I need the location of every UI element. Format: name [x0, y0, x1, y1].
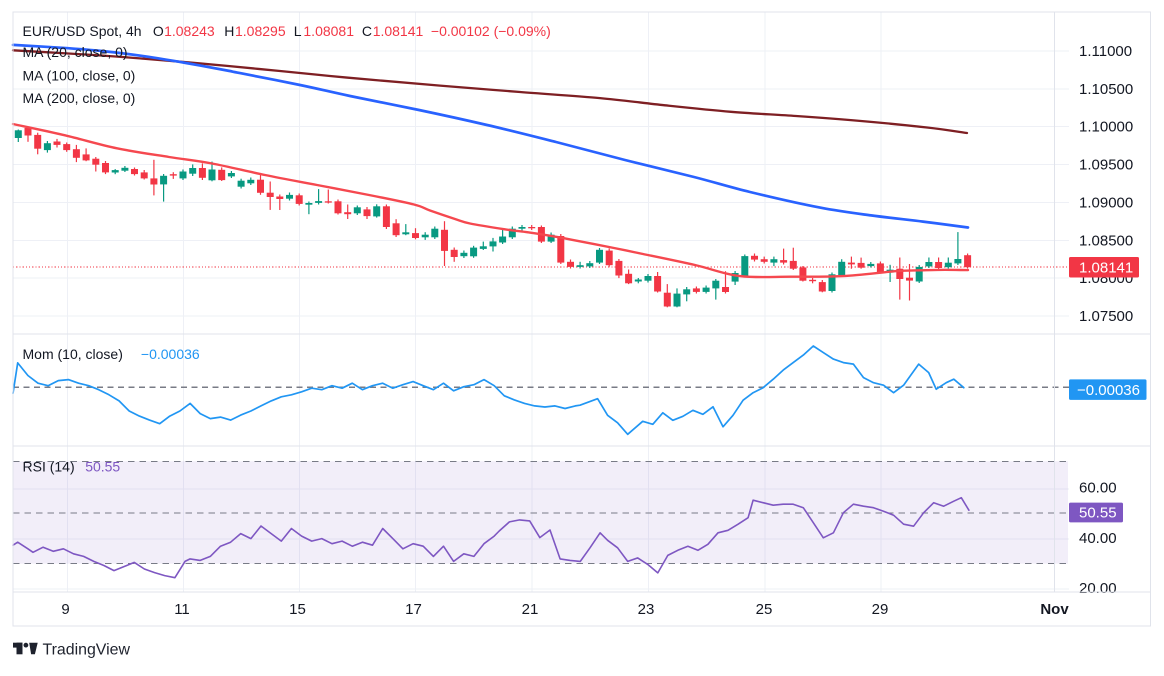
svg-text:1.09500: 1.09500 — [1079, 157, 1133, 174]
svg-text:20.00: 20.00 — [1079, 580, 1117, 597]
svg-text:50.55: 50.55 — [85, 459, 120, 475]
svg-text:O: O — [153, 23, 164, 39]
svg-text:23: 23 — [638, 601, 655, 618]
svg-text:1.08295: 1.08295 — [235, 23, 286, 39]
svg-text:60.00: 60.00 — [1079, 480, 1117, 497]
svg-text:21: 21 — [522, 601, 539, 618]
svg-text:9: 9 — [61, 601, 69, 618]
svg-text:40.00: 40.00 — [1079, 530, 1117, 547]
svg-text:−0.00102 (−0.09%): −0.00102 (−0.09%) — [431, 23, 551, 39]
svg-text:TradingView: TradingView — [43, 642, 131, 659]
svg-text:1.07500: 1.07500 — [1079, 308, 1133, 325]
svg-text:−0.00036: −0.00036 — [141, 346, 200, 362]
svg-text:25: 25 — [756, 601, 773, 618]
svg-text:1.08243: 1.08243 — [164, 23, 215, 39]
svg-text:1.10000: 1.10000 — [1079, 119, 1133, 136]
svg-text:RSI (14): RSI (14) — [23, 459, 75, 475]
svg-text:MA (20, close, 0): MA (20, close, 0) — [23, 44, 128, 60]
svg-text:17: 17 — [405, 601, 422, 618]
svg-text:1.10500: 1.10500 — [1079, 81, 1133, 98]
svg-text:−0.00036: −0.00036 — [1077, 382, 1140, 399]
svg-text:1.08141: 1.08141 — [1079, 259, 1133, 276]
svg-text:1.08141: 1.08141 — [373, 23, 424, 39]
svg-text:29: 29 — [872, 601, 889, 618]
svg-text:11: 11 — [174, 601, 190, 618]
svg-text:1.08081: 1.08081 — [303, 23, 354, 39]
svg-text:1.08500: 1.08500 — [1079, 232, 1133, 249]
svg-text:50.55: 50.55 — [1079, 505, 1117, 522]
svg-text:C: C — [362, 23, 372, 39]
svg-text:15: 15 — [289, 601, 306, 618]
svg-text:Mom (10, close): Mom (10, close) — [23, 346, 123, 362]
svg-text:MA (200, close, 0): MA (200, close, 0) — [23, 90, 136, 106]
svg-text:EUR/USD Spot, 4h: EUR/USD Spot, 4h — [23, 23, 142, 39]
svg-text:L: L — [294, 23, 302, 39]
svg-text:MA (100, close, 0): MA (100, close, 0) — [23, 68, 136, 84]
svg-text:H: H — [224, 23, 234, 39]
svg-text:1.11000: 1.11000 — [1079, 43, 1132, 60]
svg-text:1.09000: 1.09000 — [1079, 194, 1133, 211]
svg-text:Nov: Nov — [1040, 601, 1069, 618]
